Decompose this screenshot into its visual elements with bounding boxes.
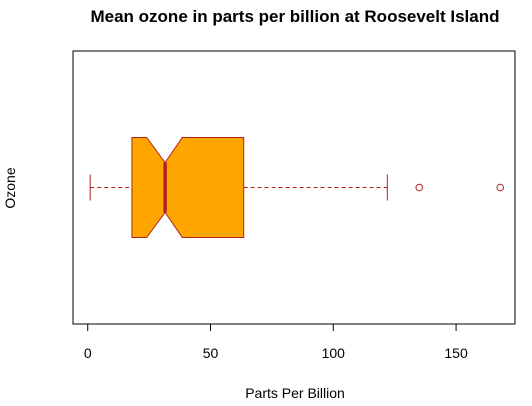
outlier-point-2 bbox=[496, 183, 505, 192]
x-tick-label-50: 50 bbox=[203, 345, 219, 361]
box-group bbox=[89, 137, 505, 238]
x-tick-label-0: 0 bbox=[84, 345, 92, 361]
y-axis-label: Ozone bbox=[2, 167, 18, 208]
x-axis-label: Parts Per Billion bbox=[245, 385, 345, 401]
x-tick-label-100: 100 bbox=[322, 345, 346, 361]
x-tick-label-150: 150 bbox=[444, 345, 468, 361]
x-axis: 0 50 100 150 bbox=[84, 323, 468, 361]
chart-title: Mean ozone in parts per billion at Roose… bbox=[90, 7, 499, 26]
outlier-point-1 bbox=[415, 183, 424, 192]
notched-box bbox=[131, 137, 245, 238]
